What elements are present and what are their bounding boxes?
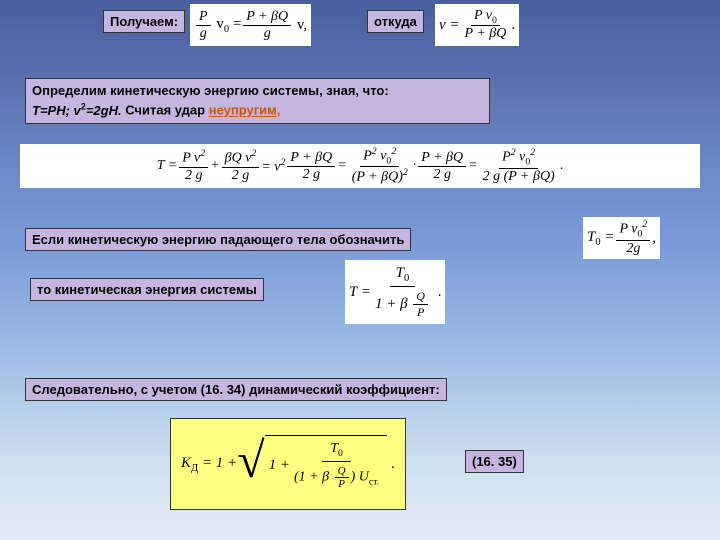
formula-3: T = P v22 g + βQ v22 g = v2 P + βQ2 g = … [20,144,700,188]
formula-1: Pg v0 = P + βQg v, [190,4,311,46]
label-opredelim: Определим кинетическую энергию системы, … [25,78,490,124]
formula-final: KД = 1 + √ 1 + T0 (1 + β QP) Uст. . [170,418,406,510]
label-sledovatelno: Следовательно, с учетом (16. 34) динамич… [25,378,447,401]
formula-5: T = T0 1 + β QP . [345,260,445,324]
text-schitaya: Считая удар [125,103,209,118]
formula-4: T0 = P v022g , [583,217,660,259]
label-poluchaem: Получаем: [103,10,185,33]
text-opredelim: Определим кинетическую энергию системы, … [32,83,389,98]
text-neuprugim: неупругим, [209,103,281,118]
label-to-kinetic: то кинетическая энергия системы [30,278,264,301]
label-otkuda: откуда [367,10,424,33]
formula-2: v = P v0P + βQ . [435,4,519,46]
text-tph: T=PH; v2=2gH. [32,103,122,118]
label-esli: Если кинетическую энергию падающего тела… [25,228,411,251]
label-eq-number: (16. 35) [465,450,524,473]
